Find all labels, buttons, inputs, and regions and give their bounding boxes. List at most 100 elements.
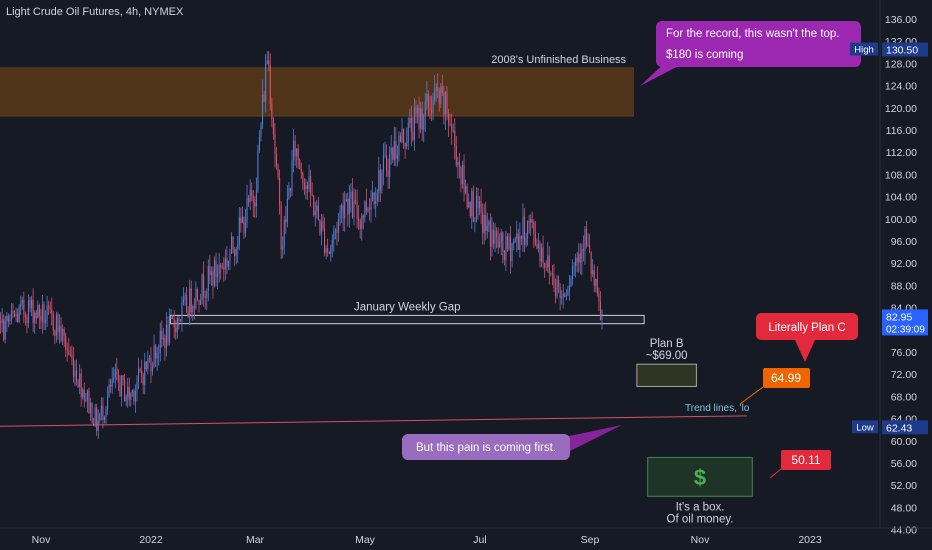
- candle-body: [86, 390, 88, 401]
- callout-pain[interactable]: [402, 434, 570, 460]
- candle: [65, 332, 67, 358]
- candle: [550, 271, 552, 277]
- candle: [508, 233, 510, 251]
- candle: [62, 324, 64, 345]
- candle-body: [193, 306, 195, 309]
- candle: [165, 312, 167, 357]
- tag-6499-text: 64.99: [771, 371, 801, 385]
- candle: [272, 116, 274, 140]
- candle-body: [254, 202, 256, 207]
- candle: [313, 195, 315, 217]
- candle: [71, 345, 73, 366]
- candle-body: [334, 229, 336, 231]
- candle: [252, 190, 254, 218]
- candle: [100, 397, 102, 421]
- candle: [187, 305, 189, 319]
- candle-body: [117, 369, 119, 383]
- candle-body: [353, 200, 355, 218]
- candle-body: [137, 368, 140, 383]
- zone-january-weekly-gap[interactable]: [169, 314, 645, 325]
- candle: [223, 257, 225, 282]
- candle-body: [420, 108, 422, 129]
- candle: [582, 235, 584, 262]
- candle-body: [134, 390, 136, 402]
- zone-label-2008: 2008's Unfinished Business: [491, 54, 626, 66]
- candle: [280, 201, 282, 260]
- candle: [207, 259, 209, 302]
- candle-body: [261, 94, 264, 125]
- candle: [158, 344, 160, 366]
- candle-body: [570, 278, 572, 286]
- candle: [283, 215, 285, 255]
- candle-body: [221, 267, 223, 268]
- plan-c-callout[interactable]: [756, 313, 858, 340]
- candle-body: [581, 248, 583, 263]
- candle-body: [525, 237, 527, 245]
- candle-body: [389, 154, 391, 177]
- candle-body: [331, 239, 333, 248]
- zone-oil-money-box[interactable]: [647, 456, 753, 497]
- candle-body: [348, 198, 350, 215]
- current-price-label[interactable]: [882, 309, 928, 336]
- candle-body: [499, 241, 501, 248]
- candle-body: [80, 373, 82, 397]
- candle-body: [15, 314, 17, 317]
- candle: [258, 130, 260, 153]
- candle-body: [398, 135, 400, 155]
- candle: [302, 171, 304, 191]
- candle: [497, 227, 499, 254]
- candle: [354, 189, 357, 205]
- candle-body: [249, 189, 251, 202]
- candle: [509, 225, 512, 274]
- candle-body: [40, 316, 42, 322]
- candle-body: [153, 345, 155, 367]
- zone-2008-unfinished-business[interactable]: [0, 67, 634, 117]
- candle: [593, 264, 595, 292]
- tag-5011[interactable]: [781, 450, 831, 470]
- candle: [294, 135, 296, 166]
- candle-body: [489, 220, 491, 247]
- candle-body: [172, 315, 174, 319]
- candle: [162, 328, 164, 346]
- candle-body: [483, 214, 485, 234]
- candle: [412, 116, 414, 142]
- candle: [477, 187, 479, 220]
- candle: [351, 178, 353, 220]
- candle: [55, 311, 57, 343]
- candle-body: [451, 125, 453, 131]
- candle-body: [38, 305, 40, 317]
- callout-top[interactable]: [656, 21, 861, 67]
- candle: [413, 98, 415, 151]
- candle-body: [100, 405, 102, 415]
- candle: [32, 288, 34, 332]
- candle: [416, 104, 419, 124]
- candle-body: [475, 195, 477, 221]
- candle: [528, 214, 530, 234]
- candle: [372, 180, 374, 202]
- candle: [581, 243, 583, 276]
- price-tick-label: 112.00: [886, 147, 917, 159]
- candle: [398, 131, 400, 162]
- candle: [350, 183, 352, 213]
- candle-body: [79, 373, 81, 388]
- candle: [35, 309, 37, 325]
- candle: [458, 153, 460, 179]
- candle-body: [161, 330, 163, 340]
- candle-body: [488, 220, 490, 226]
- candle-body: [554, 287, 557, 297]
- candle-body: [103, 416, 105, 420]
- candle-body: [69, 354, 71, 356]
- trend-line[interactable]: [0, 415, 747, 427]
- candle-body: [452, 130, 454, 132]
- candle-body: [235, 248, 237, 256]
- candle: [406, 127, 408, 150]
- candle: [499, 233, 501, 249]
- candle: [523, 208, 526, 253]
- tag-6499[interactable]: [763, 368, 810, 388]
- candle: [514, 236, 516, 243]
- zone-plan-b[interactable]: [636, 363, 697, 387]
- candle: [506, 233, 508, 252]
- candle-body: [283, 219, 285, 248]
- candle-body: [520, 236, 522, 240]
